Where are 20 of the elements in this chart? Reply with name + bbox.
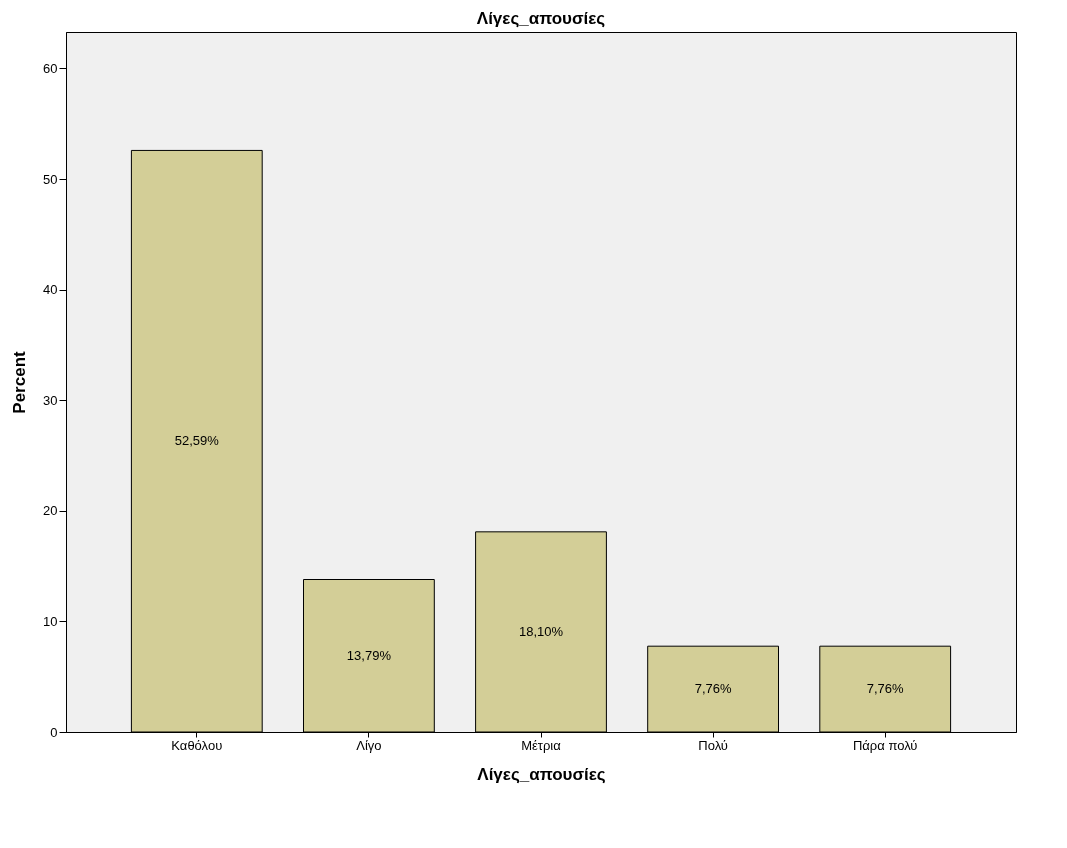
- data-label: 18,10%: [518, 623, 564, 639]
- y-tick-label: 20: [43, 503, 58, 519]
- x-tick-label: Καθόλου: [171, 737, 223, 753]
- x-tick-label: Μέτρια: [521, 737, 562, 753]
- data-label: 52,59%: [174, 433, 220, 449]
- y-tick-label: 50: [43, 171, 58, 187]
- y-tick-label: 30: [43, 392, 58, 408]
- y-tick-label: 0: [50, 724, 58, 740]
- x-tick-label: Πάρα πολύ: [852, 737, 918, 753]
- data-label: 13,79%: [346, 647, 392, 663]
- data-label: 7,76%: [866, 681, 905, 697]
- y-tick-label: 60: [43, 60, 58, 76]
- y-axis-title: Percent: [10, 350, 30, 414]
- x-axis-title: Λίγες_απουσίες: [477, 764, 606, 784]
- x-tick-label: Λίγο: [356, 737, 382, 753]
- chart-title: Λίγες_απουσίες: [476, 9, 606, 28]
- y-tick-label: 40: [43, 282, 58, 298]
- data-label: 7,76%: [694, 681, 732, 697]
- x-tick-label: Πολύ: [698, 737, 728, 753]
- y-tick-label: 10: [43, 613, 58, 629]
